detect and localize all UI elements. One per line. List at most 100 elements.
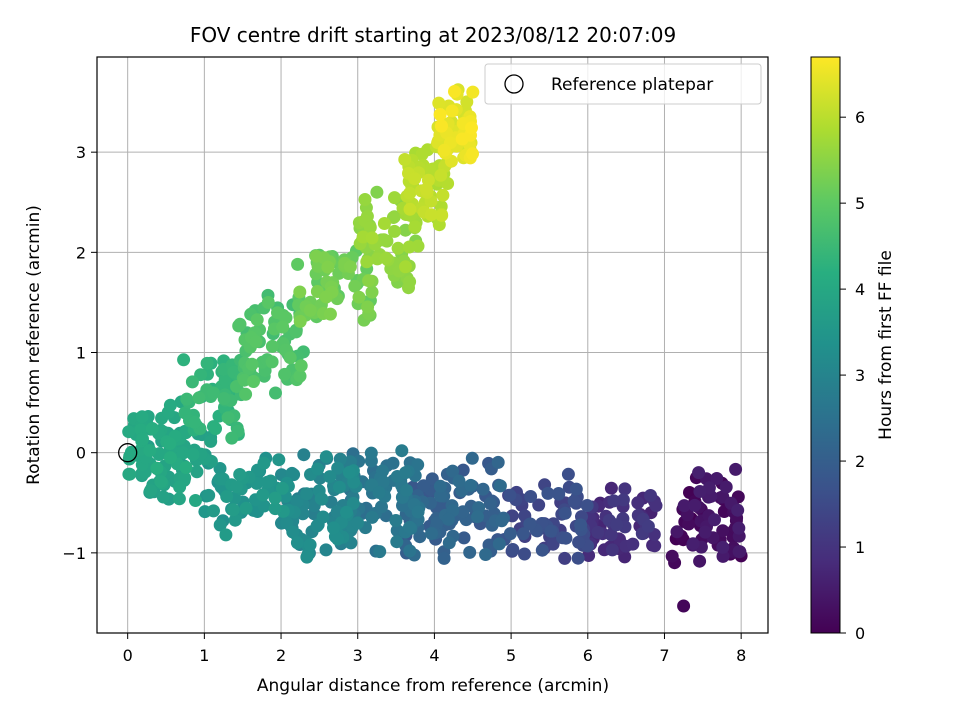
data-point [173,480,187,494]
data-point [293,285,307,299]
data-point [185,375,199,389]
data-point [172,492,186,506]
data-point [358,193,372,206]
data-points [122,83,748,613]
data-point [192,391,206,405]
data-point [340,505,353,519]
plot-frame [96,56,769,634]
data-point [386,456,400,470]
data-point [644,489,657,502]
data-point [436,188,450,202]
chart-title: FOV centre drift starting at 2023/08/12 … [190,23,676,47]
data-point [207,504,220,518]
data-point [226,503,240,517]
data-point [319,543,333,557]
data-point [448,85,461,98]
data-point [716,549,730,563]
data-point [388,224,401,238]
data-point [154,475,168,488]
data-point [686,537,700,551]
data-point [330,505,344,519]
x-tick-label: 4 [429,646,439,665]
data-point [156,490,170,504]
x-tick-label: 8 [736,646,746,665]
data-point [268,491,282,505]
colorbar-tick-label: 1 [855,538,865,557]
data-point [219,528,233,542]
x-tick-label: 5 [506,646,516,665]
data-point [348,279,362,293]
colorbar-tick-label: 5 [855,194,865,213]
data-point [541,486,555,500]
data-point [265,355,279,369]
colorbar: 0 1 2 3 4 5 6 Hours from first FF file [810,56,896,643]
data-point [491,455,505,469]
data-point [135,410,149,424]
data-point [616,493,630,507]
data-point [230,480,243,494]
colorbar-tick-label: 2 [855,452,865,471]
data-point [607,494,621,508]
data-point [677,599,691,613]
data-point [352,290,366,304]
data-point [532,498,546,512]
data-point [300,487,314,501]
data-point [503,527,517,541]
data-point [123,467,137,481]
data-point [323,470,337,484]
data-point [441,512,455,526]
data-point [395,444,409,458]
data-point [580,499,594,512]
data-point [523,517,537,531]
data-point [571,551,585,565]
data-point [293,314,307,328]
data-point [591,525,605,539]
data-point [582,549,596,562]
data-point [303,303,317,317]
data-point [362,274,376,288]
data-point [399,466,413,480]
data-point [493,479,507,493]
data-point [403,544,417,558]
data-point [435,208,449,222]
y-axis-label: Rotation from reference (arcmin) [24,205,44,485]
data-point [145,422,159,435]
data-point [249,335,263,349]
data-point [495,514,509,528]
data-point [289,325,303,339]
data-point [665,549,679,563]
data-point [204,434,218,448]
data-point [163,451,177,465]
data-point [433,108,447,121]
data-point [239,387,253,401]
data-point [285,466,299,480]
data-point [688,498,702,512]
data-point [408,220,422,234]
data-point [290,536,304,550]
data-point [626,537,640,551]
data-point [346,496,360,510]
data-point [506,543,520,556]
data-point [729,462,743,476]
data-point [379,251,393,265]
data-point [180,392,194,406]
data-point [677,499,691,513]
data-point [693,554,707,568]
data-point [437,143,451,157]
data-point [456,463,470,477]
data-point [558,506,572,520]
colorbar-label: Hours from first FF file [876,250,896,440]
x-tick-label: 1 [199,646,209,665]
y-tick-label: −1 [62,544,86,563]
data-point [483,497,497,511]
data-point [466,147,479,161]
data-point [269,386,282,400]
data-point [319,290,333,304]
x-tick-label: 0 [123,646,133,665]
data-point [648,539,662,553]
data-point [372,486,386,499]
colorbar-tick-label: 3 [855,366,865,385]
data-point [731,503,745,517]
data-point [518,547,531,561]
